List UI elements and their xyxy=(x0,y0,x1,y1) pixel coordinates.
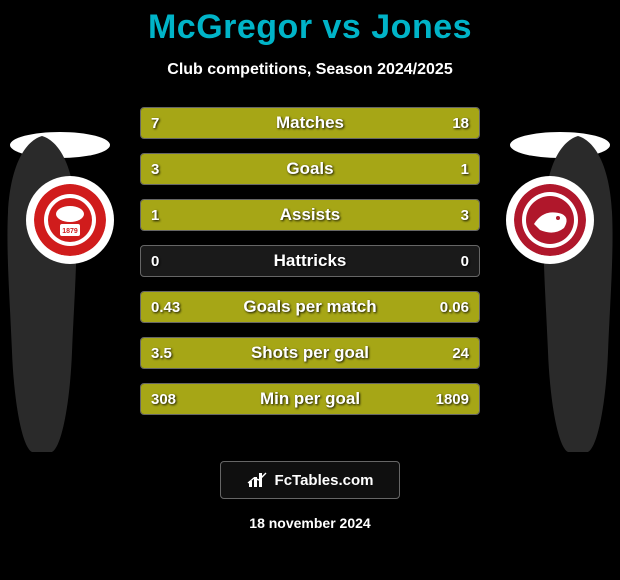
stat-value-right: 1809 xyxy=(436,384,469,414)
stat-label: Hattricks xyxy=(141,246,479,276)
stats-panel: 718Matches31Goals13Assists00Hattricks0.4… xyxy=(0,107,620,437)
logo-text: FcTables.com xyxy=(275,472,374,489)
subtitle: Club competitions, Season 2024/2025 xyxy=(0,61,620,79)
bars-container: 718Matches31Goals13Assists00Hattricks0.4… xyxy=(140,107,480,437)
stat-value-right: 18 xyxy=(452,108,469,138)
stat-value-left: 3.5 xyxy=(151,338,172,368)
stat-value-left: 308 xyxy=(151,384,176,414)
stat-row: 3.5 24Shots per goal xyxy=(140,337,480,369)
stat-row: 0 0Hattricks xyxy=(140,245,480,277)
stat-label: Assists xyxy=(141,200,479,230)
stat-label: Goals per match xyxy=(141,292,479,322)
stat-label: Matches xyxy=(141,108,479,138)
stat-value-left: 0.43 xyxy=(151,292,180,322)
stat-value-right: 24 xyxy=(452,338,469,368)
stat-row: 0.43 0.06Goals per match xyxy=(140,291,480,323)
source-logo: FcTables.com xyxy=(220,461,400,499)
stat-value-right: 1 xyxy=(461,154,469,184)
stat-value-left: 3 xyxy=(151,154,159,184)
stat-value-left: 7 xyxy=(151,108,159,138)
page-title: McGregor vs Jones xyxy=(0,8,620,47)
comparison-card: McGregor vs Jones Club competitions, Sea… xyxy=(0,0,620,580)
stat-row: 308 1809Min per goal xyxy=(140,383,480,415)
stat-value-left: 0 xyxy=(151,246,159,276)
stat-value-right: 0 xyxy=(461,246,469,276)
stat-value-right: 0.06 xyxy=(440,292,469,322)
stat-label: Shots per goal xyxy=(141,338,479,368)
stat-value-left: 1 xyxy=(151,200,159,230)
date-label: 18 november 2024 xyxy=(0,515,620,531)
stat-row: 3 1Goals xyxy=(140,153,480,185)
stat-value-right: 3 xyxy=(461,200,469,230)
stat-label: Goals xyxy=(141,154,479,184)
stat-row: 1 3Assists xyxy=(140,199,480,231)
chart-icon xyxy=(247,471,269,489)
stat-row: 7 18Matches xyxy=(140,107,480,139)
stat-label: Min per goal xyxy=(141,384,479,414)
